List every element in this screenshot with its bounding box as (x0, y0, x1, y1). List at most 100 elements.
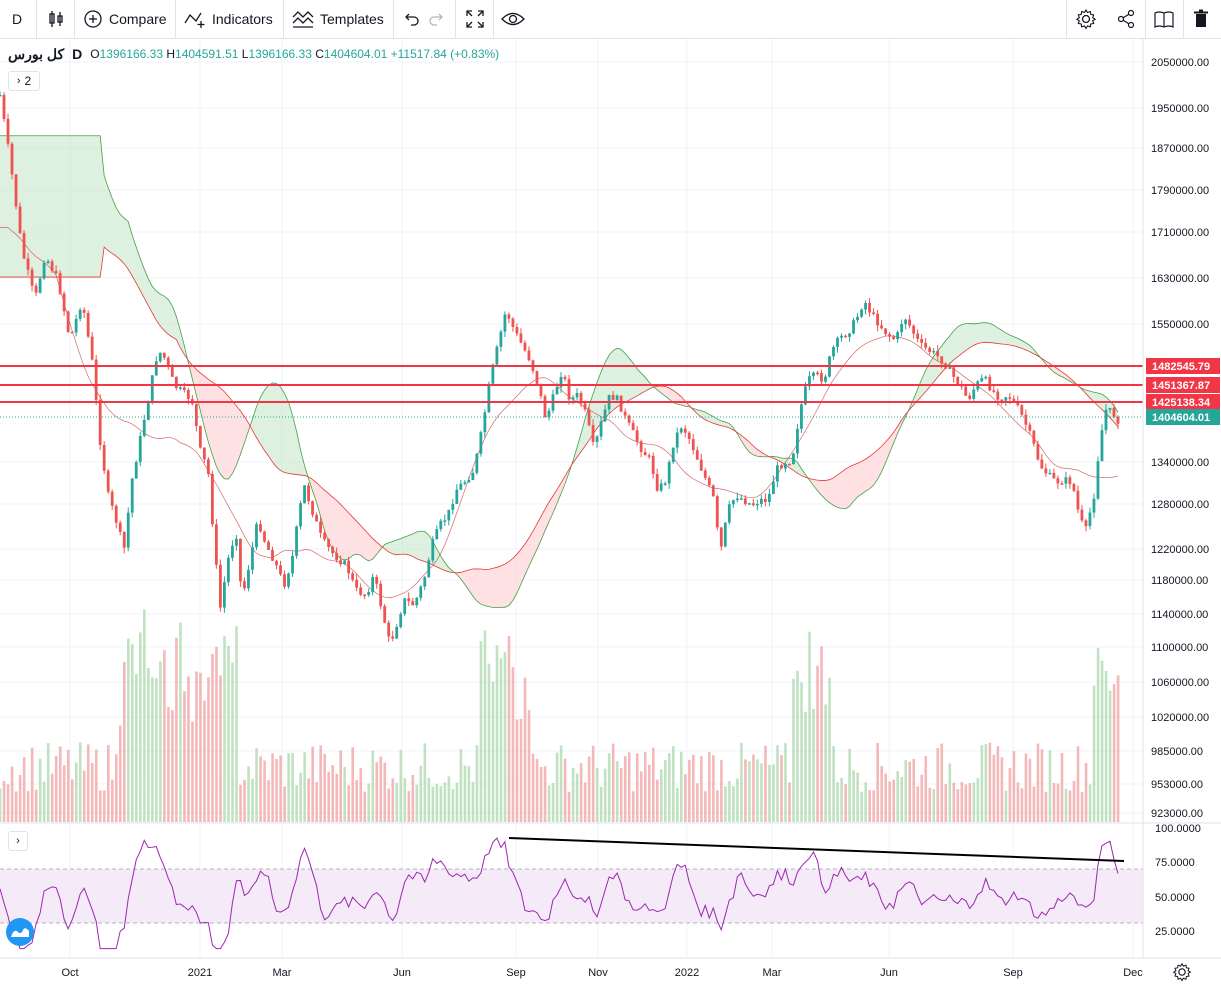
candle (467, 476, 471, 484)
fullscreen-button[interactable] (465, 0, 485, 38)
low-value: 1396166.33 (248, 47, 312, 61)
candle (251, 541, 254, 575)
candle (587, 406, 591, 427)
candle (591, 419, 595, 446)
candle (808, 371, 811, 391)
candle (391, 630, 395, 642)
redo-icon (429, 13, 443, 26)
candle (110, 489, 114, 510)
candle (130, 477, 134, 518)
candle (495, 344, 499, 366)
candle (194, 403, 198, 432)
candle (311, 500, 314, 518)
rsi-collapse-button[interactable]: › (8, 831, 28, 851)
candle (599, 417, 603, 441)
snapshot-button[interactable] (1153, 0, 1175, 38)
candle (323, 529, 326, 542)
settings-icon (1075, 8, 1097, 30)
indicators-collapse-button[interactable]: › 2 (8, 71, 40, 91)
compare-button[interactable]: Compare (83, 0, 167, 38)
candle (647, 453, 651, 460)
candle (78, 307, 82, 322)
candle (683, 425, 687, 438)
candle (864, 300, 867, 315)
visibility-button[interactable] (501, 0, 525, 38)
candle (347, 557, 351, 580)
candle (279, 560, 282, 576)
candle (407, 592, 411, 607)
undo-button[interactable] (402, 0, 420, 38)
price-tick-label: 1710000.00 (1151, 227, 1209, 239)
indicators-button[interactable]: Indicators (184, 0, 273, 38)
level-price-label: 1482545.79 (1152, 361, 1210, 373)
candle (18, 202, 22, 235)
price-tick-label: 985000.00 (1151, 746, 1203, 758)
delete-button[interactable] (1192, 0, 1210, 38)
candle (118, 520, 122, 536)
candle (623, 408, 627, 420)
candle (739, 494, 743, 500)
candle (158, 352, 162, 363)
candle (74, 314, 78, 337)
candle (912, 324, 916, 339)
time-tick-label: Sep (1003, 967, 1023, 979)
close-value: 1404604.01 (323, 47, 388, 61)
candle (399, 611, 403, 629)
symbol-title[interactable]: کل بورس (8, 45, 65, 62)
chart-grid (0, 39, 1143, 958)
price-tick-label: 1630000.00 (1151, 273, 1209, 285)
bar-style-button[interactable] (46, 0, 66, 38)
price-tick-label: 1340000.00 (1151, 457, 1209, 469)
settings-button[interactable] (1075, 0, 1097, 38)
candle (691, 434, 695, 455)
candle (443, 514, 447, 526)
candle (615, 394, 619, 402)
time-tick-label: Jun (393, 967, 411, 979)
candle (283, 570, 286, 590)
price-tick-label: 1790000.00 (1151, 185, 1209, 197)
candle (1048, 469, 1052, 475)
candle (832, 345, 835, 360)
change-value: +11517.84 (+0.83%) (390, 47, 500, 61)
candle (731, 499, 735, 508)
interval-button[interactable]: D (12, 0, 22, 38)
rsi-line (0, 837, 1119, 950)
candle (198, 425, 202, 449)
candle (38, 276, 42, 294)
candle (58, 270, 62, 296)
candle (166, 355, 170, 370)
candle (14, 173, 18, 210)
candle (138, 431, 142, 467)
templates-button[interactable]: Templates (292, 0, 384, 38)
candle (10, 142, 14, 180)
candle (880, 319, 883, 330)
trend-line[interactable] (508, 837, 1125, 862)
candle (6, 113, 10, 148)
share-button[interactable] (1116, 0, 1136, 38)
candle (747, 502, 751, 505)
interval-label: D (12, 11, 23, 27)
candle (1084, 518, 1088, 532)
share-icon (1117, 9, 1135, 29)
horizontal-lines[interactable] (0, 365, 1143, 418)
top-toolbar: D Compare Indicators Templates (0, 0, 1221, 39)
axis-settings-icon[interactable] (1172, 962, 1192, 982)
candle (383, 603, 387, 624)
tradingview-logo[interactable] (6, 918, 34, 946)
redo-button[interactable] (428, 0, 446, 38)
price-tick-label: 1060000.00 (1151, 677, 1209, 689)
candle (968, 392, 972, 401)
candle (451, 498, 455, 515)
candle (1032, 429, 1036, 447)
time-tick-label: Oct (61, 967, 78, 979)
candle (631, 419, 635, 431)
candle (603, 404, 607, 422)
candle (563, 375, 567, 382)
candle (1044, 463, 1048, 477)
candle (2, 92, 6, 123)
candle (1116, 415, 1120, 430)
candle (367, 588, 371, 598)
candle (255, 521, 258, 551)
candle (988, 374, 992, 392)
